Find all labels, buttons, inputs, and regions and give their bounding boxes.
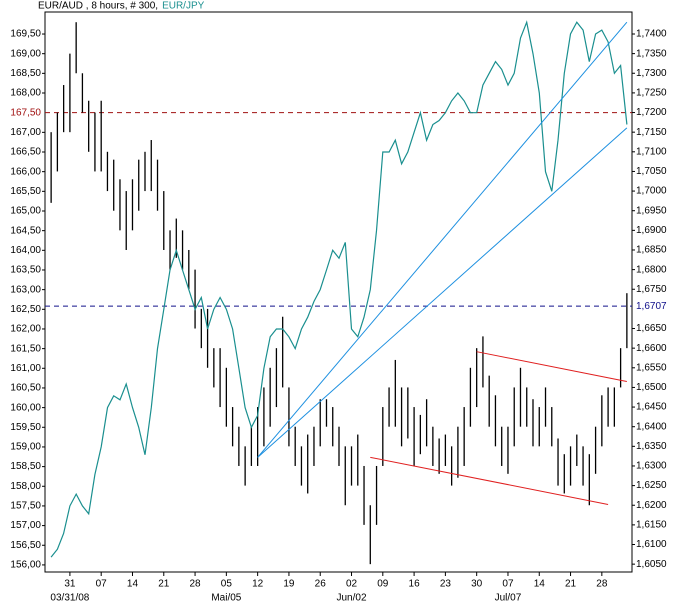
y-tick-label: 163,00: [10, 284, 41, 295]
y-tick-label: 162,00: [10, 324, 41, 335]
y-tick-label: 166,00: [10, 166, 41, 177]
y-tick-label: 157,50: [10, 501, 41, 512]
y-tick-label: 165,00: [10, 206, 41, 217]
y2-tick-label: 1,6500: [636, 382, 667, 393]
x-tick-label: 14: [534, 579, 546, 590]
x-tick-label: 28: [596, 579, 608, 590]
y-tick-label: 158,00: [10, 481, 41, 492]
y-tick-label: 161,00: [10, 363, 41, 374]
y-tick-label: 158,50: [10, 461, 41, 472]
chart-title: EUR/AUD , 8 hours, # 300,: [38, 1, 158, 12]
y2-tick-label: 1,7200: [636, 107, 667, 118]
x-tick-label: 21: [158, 579, 170, 590]
y2-tick-label: 1,7050: [636, 166, 667, 177]
y-tick-label: 169,00: [10, 48, 41, 59]
y-tick-label: 164,50: [10, 225, 41, 236]
x-tick-label: 26: [315, 579, 327, 590]
reference-label: 1,6707: [636, 301, 667, 312]
y2-tick-label: 1,6650: [636, 323, 667, 334]
y2-tick-label: 1,6200: [636, 500, 667, 511]
y-tick-label: 161,50: [10, 343, 41, 354]
reference-label: 167,50: [10, 107, 41, 118]
y-tick-label: 166,50: [10, 147, 41, 158]
y-tick-label: 168,50: [10, 68, 41, 79]
x-month-label: Jul/07: [495, 593, 522, 604]
y2-tick-label: 1,7150: [636, 127, 667, 138]
y-tick-label: 164,00: [10, 245, 41, 256]
y2-tick-label: 1,7000: [636, 186, 667, 197]
x-tick-label: 31: [64, 579, 76, 590]
y-tick-label: 163,50: [10, 265, 41, 276]
x-month-label: Mai/05: [211, 593, 241, 604]
y2-tick-label: 1,6750: [636, 284, 667, 295]
trend-line: [370, 456, 609, 505]
x-tick-label: 21: [565, 579, 577, 590]
x-tick-label: 23: [440, 579, 452, 590]
y-tick-label: 160,50: [10, 383, 41, 394]
y-tick-label: 169,50: [10, 29, 41, 40]
x-tick-label: 12: [252, 579, 264, 590]
y-tick-label: 160,00: [10, 402, 41, 413]
plot-frame: [44, 11, 633, 573]
x-month-label: Jun/02: [337, 593, 367, 604]
trend-line: [476, 351, 627, 383]
x-tick-label: 02: [346, 579, 358, 590]
y2-tick-label: 1,6600: [636, 343, 667, 354]
y2-tick-label: 1,7100: [636, 146, 667, 157]
y2-tick-label: 1,6850: [636, 245, 667, 256]
x-tick-label: 19: [283, 579, 295, 590]
x-tick-label: 14: [127, 579, 139, 590]
y2-tick-label: 1,6950: [636, 205, 667, 216]
x-tick-label: 09: [377, 579, 389, 590]
y-tick-label: 159,50: [10, 422, 41, 433]
x-tick-label: 05: [221, 579, 233, 590]
y-tick-label: 167,00: [10, 127, 41, 138]
y-tick-label: 159,00: [10, 442, 41, 453]
y2-tick-label: 1,7250: [636, 88, 667, 99]
x-tick-label: 07: [502, 579, 514, 590]
x-tick-label: 07: [96, 579, 108, 590]
y2-tick-label: 1,6350: [636, 441, 667, 452]
y2-tick-label: 1,7350: [636, 48, 667, 59]
y2-tick-label: 1,6250: [636, 480, 667, 491]
trend-line: [257, 21, 628, 458]
x-month-label: 03/31/08: [50, 593, 89, 604]
y2-tick-label: 1,6800: [636, 264, 667, 275]
y2-tick-label: 1,6150: [636, 520, 667, 531]
y-tick-label: 168,00: [10, 88, 41, 99]
y2-tick-label: 1,6100: [636, 539, 667, 550]
series-name: EUR/JPY: [162, 1, 205, 12]
y2-tick-label: 1,6400: [636, 421, 667, 432]
y2-tick-label: 1,6900: [636, 225, 667, 236]
y2-tick-label: 1,7300: [636, 68, 667, 79]
y2-tick-label: 1,6050: [636, 559, 667, 570]
y2-tick-label: 1,6550: [636, 362, 667, 373]
trend-line: [257, 127, 628, 458]
series-line: [50, 20, 628, 558]
y-tick-label: 157,00: [10, 520, 41, 531]
x-tick-label: 28: [190, 579, 202, 590]
y2-tick-label: 1,7400: [636, 29, 667, 40]
x-tick-label: 30: [471, 579, 483, 590]
y2-tick-label: 1,6450: [636, 402, 667, 413]
y-tick-label: 162,50: [10, 304, 41, 315]
y-tick-label: 156,00: [10, 560, 41, 571]
y2-tick-label: 1,6300: [636, 461, 667, 472]
x-tick-label: 16: [409, 579, 421, 590]
y-tick-label: 165,50: [10, 186, 41, 197]
y-tick-label: 156,50: [10, 540, 41, 551]
